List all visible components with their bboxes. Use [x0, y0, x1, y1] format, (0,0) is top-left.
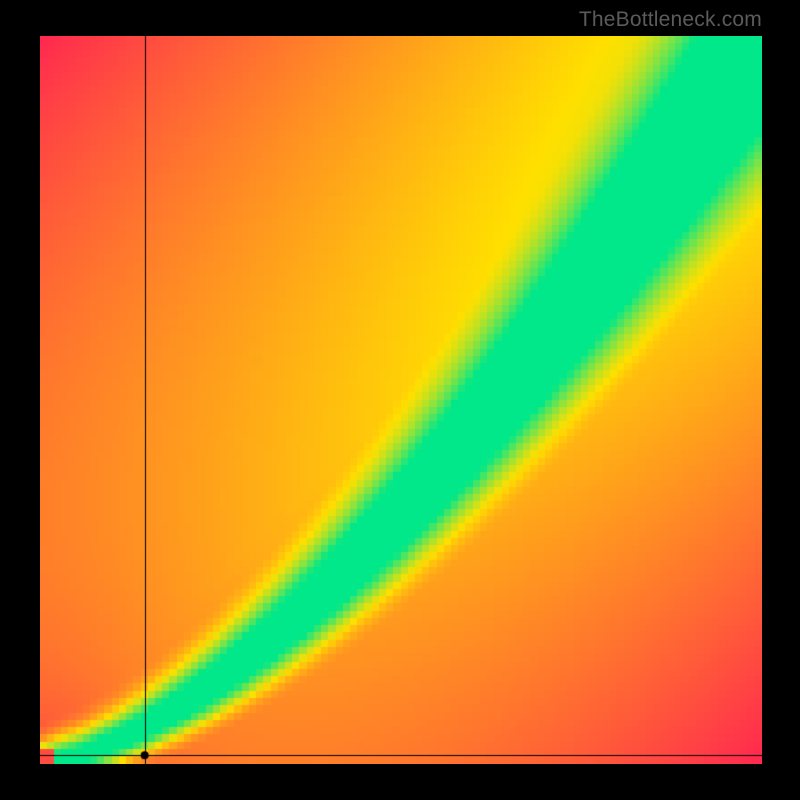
bottleneck-heatmap [40, 36, 762, 764]
watermark-text: TheBottleneck.com [579, 8, 762, 32]
chart-container: TheBottleneck.com [0, 0, 800, 800]
